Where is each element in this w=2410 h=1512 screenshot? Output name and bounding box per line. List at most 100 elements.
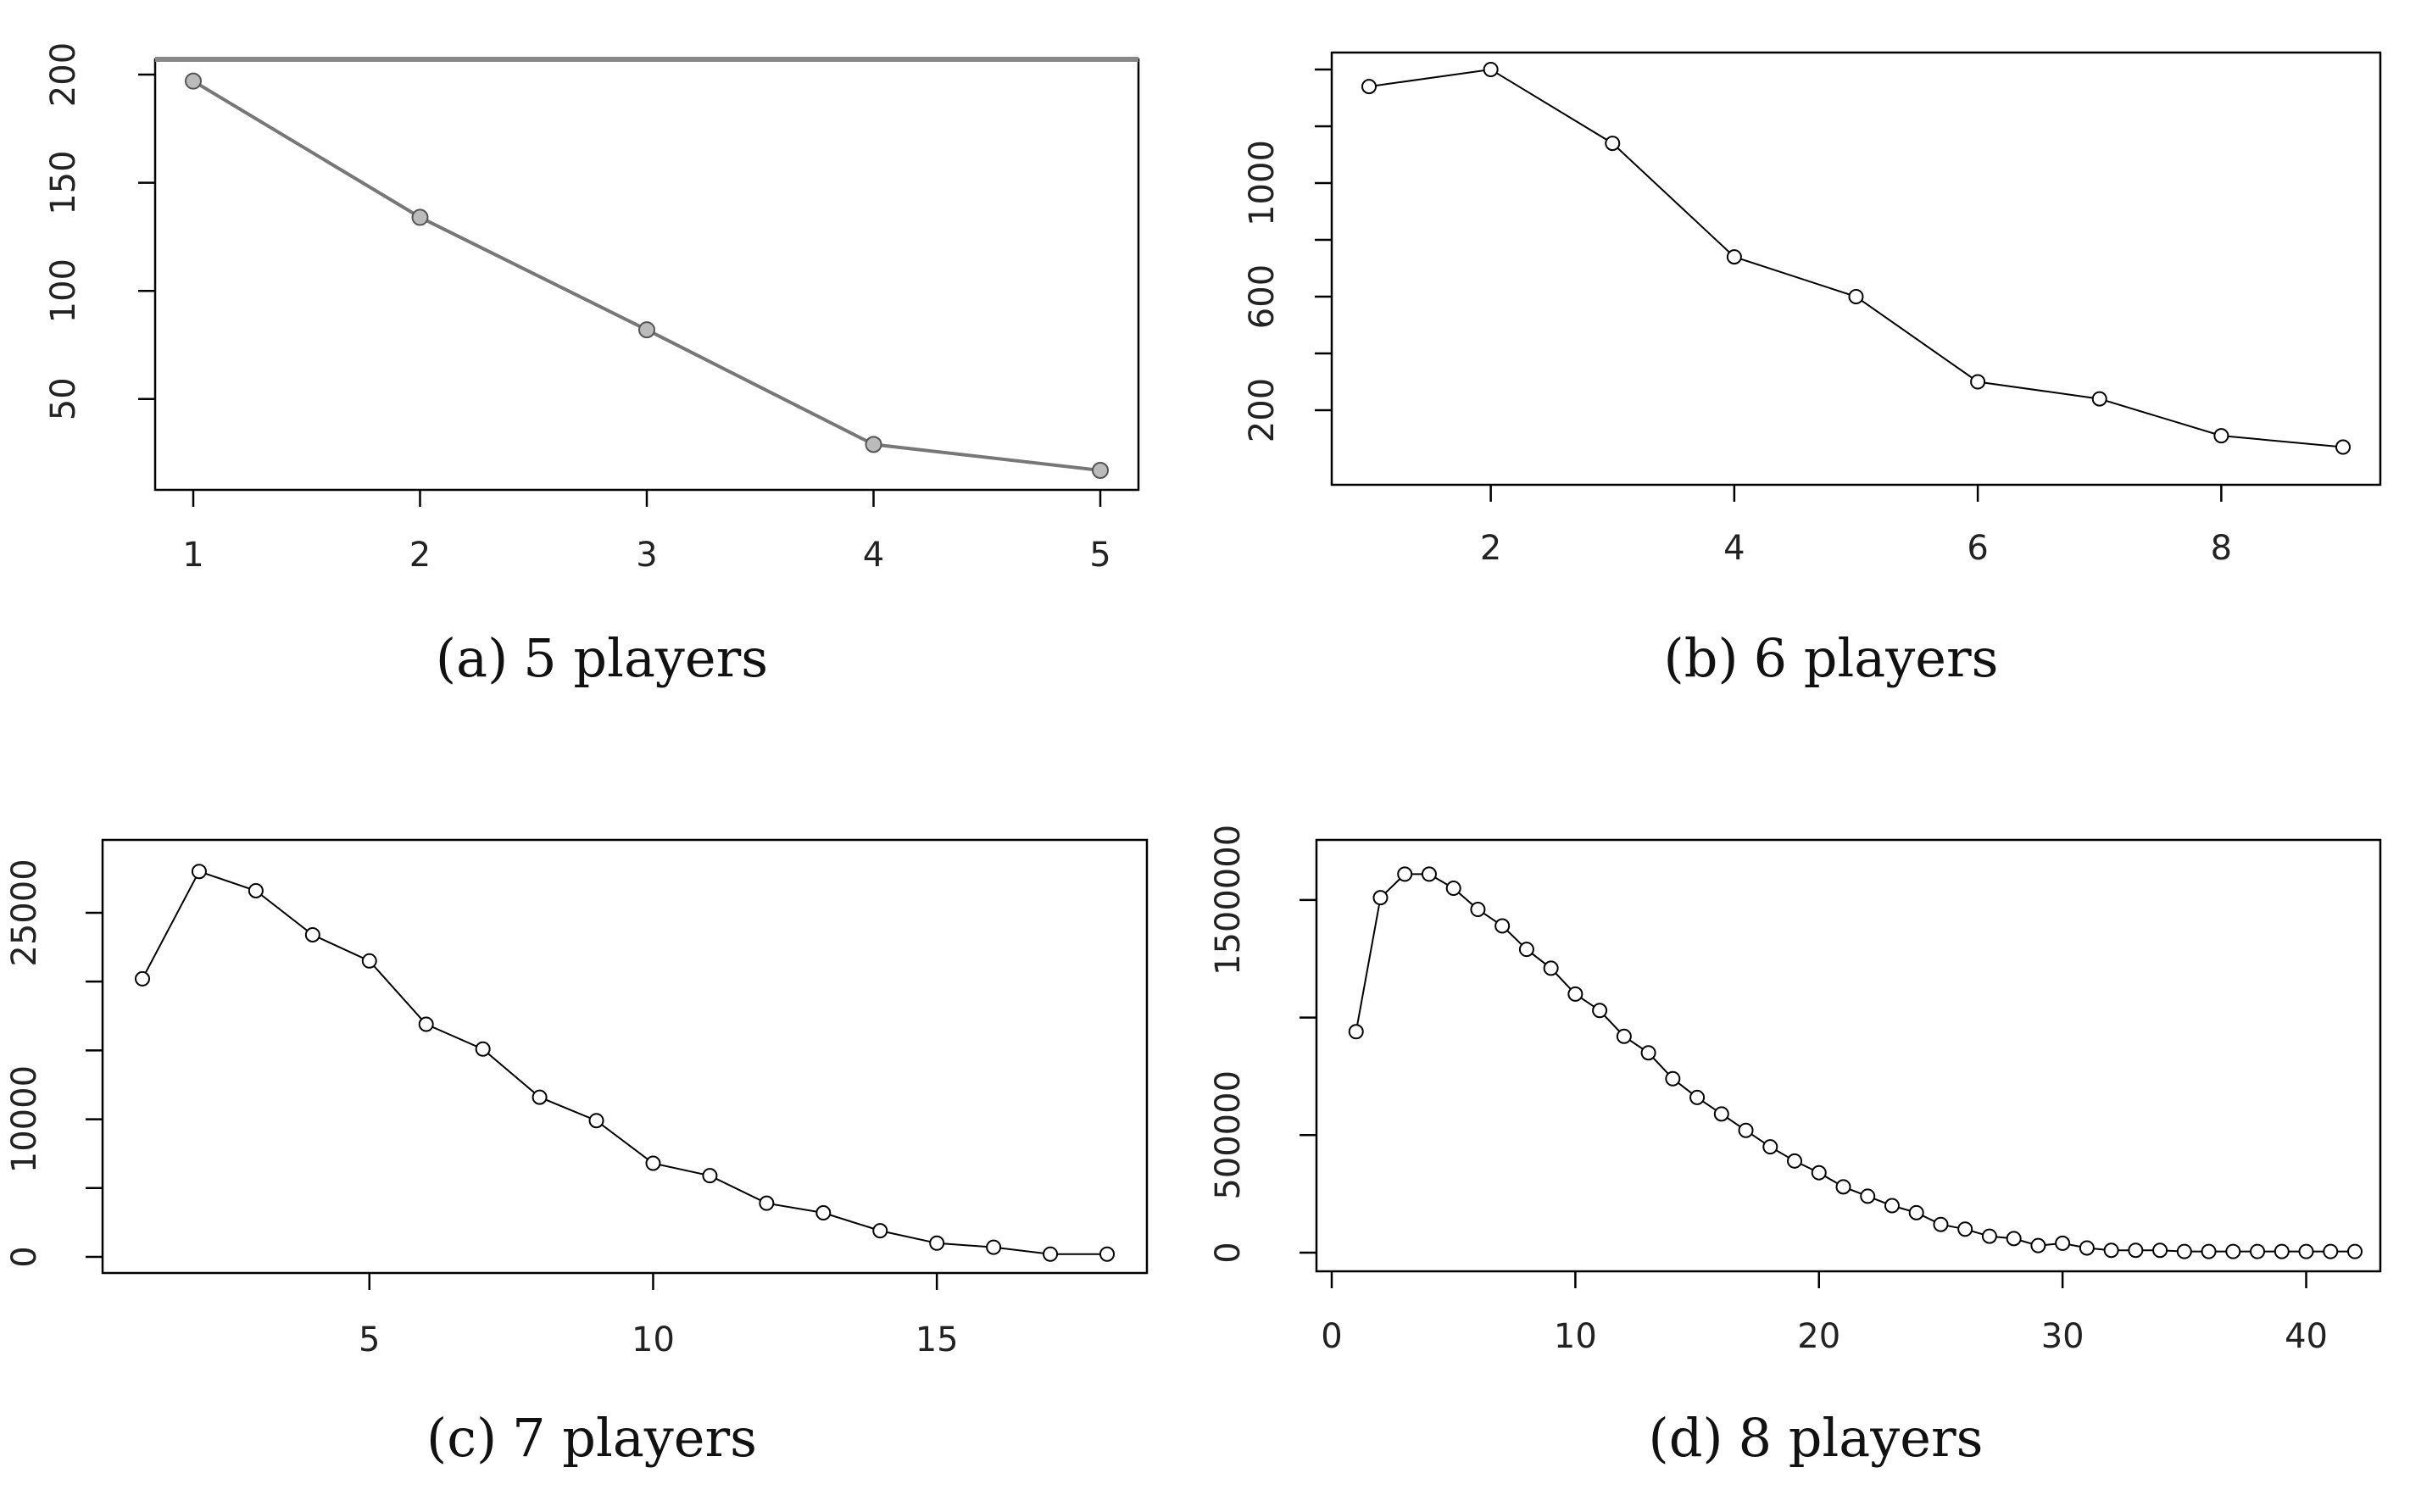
data-point xyxy=(1640,1045,1656,1061)
data-point xyxy=(1043,1246,1059,1262)
data-point xyxy=(1372,890,1389,906)
data-point xyxy=(2152,1242,2168,1259)
data-point xyxy=(2250,1243,2266,1259)
data-point xyxy=(2323,1243,2339,1259)
data-point xyxy=(1835,1179,1851,1195)
data-point xyxy=(815,1205,832,1221)
data-point xyxy=(411,208,429,226)
data-point xyxy=(702,1168,718,1184)
plot-frame xyxy=(1315,838,2382,1273)
data-point xyxy=(1616,1028,1632,1044)
data-point xyxy=(1421,866,1437,882)
data-point xyxy=(2213,428,2229,444)
data-point xyxy=(2298,1243,2314,1259)
data-point xyxy=(2176,1243,2192,1259)
data-point xyxy=(1518,942,1534,958)
data-point xyxy=(986,1239,1002,1255)
data-point xyxy=(2079,1240,2095,1256)
data-point xyxy=(2055,1235,2071,1251)
chart-a: 1 2 3 4 5 50 100 150 200 (a) 5 players xyxy=(44,42,1140,689)
subfigure-caption: (a) 5 players xyxy=(436,627,768,689)
data-point xyxy=(1543,960,1559,976)
data-point xyxy=(135,970,150,987)
data-point xyxy=(2103,1242,2119,1259)
data-point xyxy=(2335,439,2351,455)
x-tick-label: 30 xyxy=(2041,1317,2084,1356)
caption-text: 5 players xyxy=(523,627,768,689)
y-tick-label: 0 xyxy=(1209,1242,1248,1263)
data-point xyxy=(2128,1242,2144,1259)
y-tick-label: 100 xyxy=(44,258,83,323)
caption-text: 7 players xyxy=(512,1407,757,1469)
data-point xyxy=(1665,1070,1681,1087)
y-tick-label: 150 xyxy=(44,150,83,214)
y-tick-label: 1500000 xyxy=(1209,825,1248,976)
series-line xyxy=(1368,68,2344,448)
caption-text: 8 players xyxy=(1739,1407,1984,1469)
data-point xyxy=(2091,391,2107,407)
x-tick-label: 4 xyxy=(1723,529,1745,568)
x-tick-label: 3 xyxy=(636,536,657,575)
x-tick-label: 8 xyxy=(2211,529,2232,568)
subfigure-caption: (c) 7 players xyxy=(426,1407,757,1469)
data-point xyxy=(1933,1216,1949,1232)
data-point xyxy=(1726,249,1742,265)
data-point xyxy=(1092,462,1109,479)
data-point xyxy=(418,1016,434,1032)
subfigure-caption: (d) 8 players xyxy=(1649,1407,1984,1469)
x-tick-label: 10 xyxy=(632,1320,675,1359)
y-tick-label: 600 xyxy=(1243,264,1282,329)
data-point xyxy=(1738,1122,1754,1138)
series-line xyxy=(192,79,1101,472)
subfigure-caption: (b) 6 players xyxy=(1664,627,1999,689)
data-point xyxy=(304,926,320,942)
y-tick-label: 0 xyxy=(5,1246,44,1267)
data-point xyxy=(1848,289,1864,304)
x-tick-label: 5 xyxy=(1089,536,1110,575)
x-tick-label: 15 xyxy=(916,1320,959,1359)
data-point xyxy=(588,1113,604,1129)
data-point xyxy=(1811,1165,1827,1181)
data-point xyxy=(361,953,377,969)
data-point xyxy=(1884,1198,1900,1214)
x-tick-label: 2 xyxy=(1480,529,1501,568)
data-point xyxy=(475,1041,491,1057)
y-tick-label: 1000 xyxy=(1243,140,1282,226)
x-tick-label: 1 xyxy=(182,536,203,575)
x-tick-label: 6 xyxy=(1967,529,1988,568)
data-point xyxy=(191,864,207,880)
data-point xyxy=(2274,1243,2290,1259)
chart-b: 2 4 6 8 200 600 1000 (b) 6 players xyxy=(1243,51,2382,689)
y-tick-label: 200 xyxy=(44,42,83,107)
data-point xyxy=(1970,374,1986,390)
chart-c: 5 10 15 0 10000 25000 (c) 7 players xyxy=(5,838,1149,1469)
data-point xyxy=(1860,1188,1876,1204)
y-tick-label: 10000 xyxy=(5,1065,44,1173)
x-tick-label: 2 xyxy=(409,536,431,575)
data-point xyxy=(865,436,882,453)
plot-frame xyxy=(101,838,1149,1275)
x-tick-label: 10 xyxy=(1554,1317,1597,1356)
data-point xyxy=(2201,1243,2217,1259)
data-point xyxy=(1592,1003,1608,1019)
data-point xyxy=(638,321,655,339)
x-tick-label: 5 xyxy=(359,1320,380,1359)
y-tick-label: 50 xyxy=(44,377,83,420)
caption-label: (a) xyxy=(436,627,508,689)
data-point xyxy=(929,1235,945,1251)
data-point xyxy=(1957,1221,1973,1237)
data-point xyxy=(185,72,202,90)
data-point xyxy=(759,1195,775,1211)
x-tick-label: 20 xyxy=(1797,1317,1840,1356)
data-point xyxy=(1099,1246,1115,1262)
data-point xyxy=(1762,1139,1778,1155)
data-point xyxy=(1605,136,1621,152)
y-tick-label: 500000 xyxy=(1209,1070,1248,1200)
data-point xyxy=(1787,1153,1803,1169)
data-point xyxy=(645,1155,661,1171)
y-tick-label: 25000 xyxy=(5,859,44,966)
data-point xyxy=(2030,1237,2046,1254)
data-point xyxy=(2225,1243,2241,1259)
data-point xyxy=(1689,1089,1706,1105)
